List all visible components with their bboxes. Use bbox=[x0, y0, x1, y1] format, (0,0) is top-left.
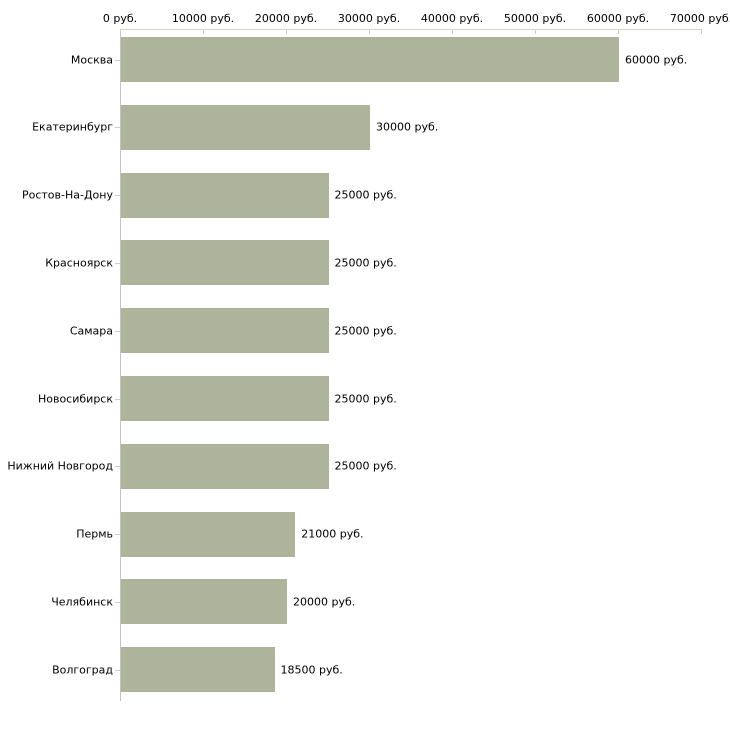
bar bbox=[121, 443, 329, 489]
bar bbox=[121, 240, 329, 286]
category-label: Самара bbox=[69, 324, 113, 338]
bar bbox=[121, 104, 370, 150]
category-label: Челябинск bbox=[51, 595, 113, 609]
category-label: Волгоград bbox=[52, 663, 113, 677]
x-tick-label: 10000 руб. bbox=[171, 12, 235, 25]
value-label: 25000 руб. bbox=[334, 392, 397, 405]
bar bbox=[121, 647, 275, 693]
category-label: Новосибирск bbox=[37, 392, 113, 405]
category-label: Москва bbox=[70, 53, 113, 66]
value-label: 21000 руб. bbox=[301, 527, 364, 541]
y-tick bbox=[115, 398, 120, 400]
bar bbox=[121, 376, 329, 421]
x-tick-label: 50000 руб. bbox=[503, 12, 567, 25]
y-axis-line bbox=[120, 29, 121, 701]
y-tick bbox=[115, 466, 120, 468]
bar bbox=[121, 172, 329, 218]
category-label: Ростов-На-Дону bbox=[21, 188, 113, 202]
y-tick bbox=[115, 330, 120, 332]
y-tick bbox=[115, 127, 120, 129]
x-tick-label: 30000 руб. bbox=[337, 12, 401, 25]
x-tick bbox=[203, 30, 204, 34]
value-label: 25000 руб. bbox=[334, 188, 397, 202]
x-axis-line bbox=[120, 29, 702, 30]
value-label: 25000 руб. bbox=[334, 256, 397, 270]
category-label: Нижний Новгород bbox=[7, 459, 113, 473]
x-tick bbox=[535, 30, 536, 34]
bar bbox=[121, 37, 619, 82]
bar bbox=[121, 511, 296, 557]
x-tick-label: 20000 руб. bbox=[254, 12, 318, 25]
x-tick bbox=[452, 30, 453, 34]
x-tick-label: 60000 руб. bbox=[586, 12, 650, 25]
value-label: 18500 руб. bbox=[280, 663, 343, 677]
x-tick bbox=[120, 30, 121, 34]
y-tick bbox=[115, 669, 120, 671]
y-tick bbox=[115, 534, 120, 536]
value-label: 30000 руб. bbox=[376, 120, 439, 134]
x-tick bbox=[701, 30, 702, 34]
bar bbox=[121, 308, 329, 354]
category-label: Екатеринбург bbox=[32, 120, 113, 134]
value-label: 20000 руб. bbox=[293, 595, 356, 609]
value-label: 25000 руб. bbox=[334, 324, 397, 338]
y-tick bbox=[115, 262, 120, 264]
category-label: Красноярск bbox=[45, 256, 113, 270]
x-tick bbox=[369, 30, 370, 34]
y-tick bbox=[115, 195, 120, 197]
y-tick bbox=[115, 601, 120, 603]
x-tick bbox=[286, 30, 287, 34]
value-label: 25000 руб. bbox=[334, 459, 397, 473]
bar bbox=[121, 579, 287, 625]
x-tick-label: 40000 руб. bbox=[420, 12, 484, 25]
x-tick bbox=[618, 30, 619, 34]
x-tick-label: 0 руб. bbox=[102, 12, 138, 25]
value-label: 60000 руб. bbox=[625, 53, 688, 66]
x-tick-label: 70000 руб. bbox=[669, 12, 730, 25]
y-tick bbox=[115, 59, 120, 61]
category-label: Пермь bbox=[76, 527, 113, 541]
